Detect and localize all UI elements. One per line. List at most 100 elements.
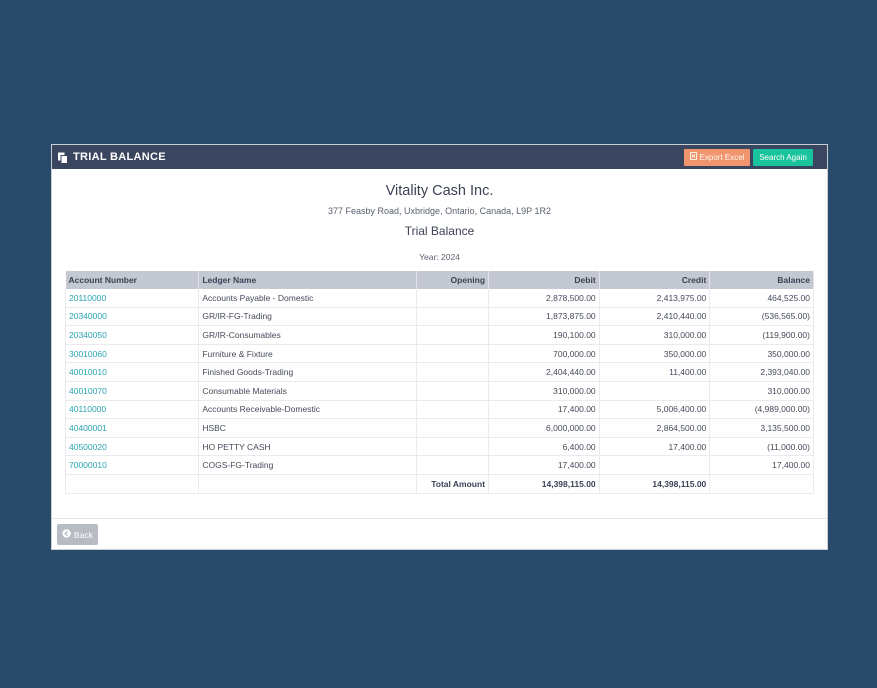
ledger-name-cell: HSBC xyxy=(198,418,418,438)
search-again-label: Search Again xyxy=(759,152,807,162)
arrow-circle-left-icon xyxy=(62,529,71,540)
table-header-row: Account Number Ledger Name Opening Debit… xyxy=(65,271,814,289)
balance-cell: 17,400.00 xyxy=(709,455,814,475)
document-copy-icon xyxy=(57,151,69,164)
account-number-cell: 20340050 xyxy=(64,325,200,345)
table-row: 40010070 Consumable Materials 310,000.00… xyxy=(64,381,814,401)
table-row: 40110000 Accounts Receivable-Domestic 17… xyxy=(64,400,814,420)
opening-cell xyxy=(416,325,490,345)
credit-cell: 310,000.00 xyxy=(599,325,711,345)
export-excel-label: Export Excel xyxy=(699,152,745,162)
debit-cell: 17,400.00 xyxy=(488,400,600,420)
account-link[interactable]: 40010010 xyxy=(69,367,107,378)
debit-cell: 1,873,875.00 xyxy=(488,307,600,327)
ledger-name-cell: COGS-FG-Trading xyxy=(198,455,418,475)
footer-divider xyxy=(52,518,827,519)
opening-cell xyxy=(416,437,490,457)
excel-file-icon xyxy=(689,152,697,162)
opening-cell xyxy=(416,362,490,382)
ledger-name-cell: GR/IR-FG-Trading xyxy=(198,307,418,327)
column-header-opening: Opening xyxy=(416,271,490,289)
account-number-cell: 30010060 xyxy=(64,344,200,364)
report-heading: Vitality Cash Inc. 377 Feasby Road, Uxbr… xyxy=(52,183,827,262)
opening-cell xyxy=(416,344,490,364)
credit-cell: 350,000.00 xyxy=(599,344,711,364)
balance-cell: (119,900.00) xyxy=(709,325,814,345)
total-credit: 14,398,115.00 xyxy=(599,474,711,494)
debit-cell: 190,100.00 xyxy=(488,325,600,345)
company-name: Vitality Cash Inc. xyxy=(385,183,494,199)
credit-cell: 11,400.00 xyxy=(599,362,711,382)
balance-cell: (4,989,000.00) xyxy=(709,400,814,420)
credit-cell xyxy=(599,455,711,475)
column-header-ledger-name: Ledger Name xyxy=(198,271,418,289)
report-year: Year: 2024 xyxy=(419,252,460,262)
account-number-cell: 20340000 xyxy=(64,307,200,327)
column-header-account-number: Account Number xyxy=(65,271,200,289)
account-link[interactable]: 70000010 xyxy=(69,460,107,471)
balance-cell: 2,393,040.00 xyxy=(709,362,814,382)
credit-cell: 2,410,440.00 xyxy=(599,307,711,327)
balance-cell: (536,565.00) xyxy=(709,307,814,327)
credit-cell xyxy=(599,381,711,401)
company-address: 377 Feasby Road, Uxbridge, Ontario, Cana… xyxy=(328,206,551,216)
total-label: Total Amount xyxy=(416,474,490,494)
account-link[interactable]: 20110000 xyxy=(69,292,107,303)
debit-cell: 310,000.00 xyxy=(488,381,600,401)
account-number-cell: 40110000 xyxy=(64,400,200,420)
account-link[interactable]: 40400001 xyxy=(69,422,107,433)
ledger-name-cell: GR/IR-Consumables xyxy=(198,325,418,345)
column-header-debit: Debit xyxy=(488,271,600,289)
search-again-button[interactable]: Search Again xyxy=(753,148,813,166)
account-number-cell: 40010070 xyxy=(64,381,200,401)
opening-cell xyxy=(416,289,490,308)
table-row: 70000010 COGS-FG-Trading 17,400.00 17,40… xyxy=(64,455,814,475)
report-title: Trial Balance xyxy=(404,224,475,238)
debit-cell: 700,000.00 xyxy=(488,344,600,364)
back-button[interactable]: Back xyxy=(57,524,98,545)
balance-cell: (11,000.00) xyxy=(709,437,814,457)
table-row: 40010010 Finished Goods-Trading 2,404,44… xyxy=(64,362,814,382)
balance-cell: 464,525.00 xyxy=(709,289,814,308)
balance-cell: 350,000.00 xyxy=(709,344,814,364)
opening-cell xyxy=(416,418,490,438)
opening-cell xyxy=(416,381,490,401)
account-link[interactable]: 20340000 xyxy=(69,311,107,322)
account-link[interactable]: 40110000 xyxy=(69,404,107,415)
export-excel-button[interactable]: Export Excel xyxy=(684,148,750,166)
credit-cell: 17,400.00 xyxy=(599,437,711,457)
ledger-name-cell: HO PETTY CASH xyxy=(198,437,418,457)
account-number-cell: 70000010 xyxy=(64,455,200,475)
credit-cell: 5,006,400.00 xyxy=(599,400,711,420)
ledger-name-cell: Consumable Materials xyxy=(198,381,418,401)
table-row: 20340050 GR/IR-Consumables 190,100.00 31… xyxy=(64,325,814,345)
opening-cell xyxy=(416,307,490,327)
total-balance xyxy=(709,474,814,494)
panel-header: TRIAL BALANCE Export Excel Search Again xyxy=(52,145,827,169)
credit-cell: 2,413,975.00 xyxy=(599,289,711,308)
ledger-name-cell: Accounts Payable - Domestic xyxy=(198,289,418,308)
credit-cell: 2,864,500.00 xyxy=(599,418,711,438)
back-button-label: Back xyxy=(74,529,93,540)
table-row: 40500020 HO PETTY CASH 6,400.00 17,400.0… xyxy=(64,437,814,457)
header-title-group: TRIAL BALANCE xyxy=(57,151,166,164)
table-row: 30010060 Furniture & Fixture 700,000.00 … xyxy=(64,344,814,364)
account-link[interactable]: 40010070 xyxy=(69,385,107,396)
ledger-name-cell: Finished Goods-Trading xyxy=(198,362,418,382)
opening-cell xyxy=(416,455,490,475)
total-row: Total Amount 14,398,115.00 14,398,115.00 xyxy=(64,474,814,494)
column-header-balance: Balance xyxy=(709,271,814,289)
debit-cell: 6,000,000.00 xyxy=(488,418,600,438)
opening-cell xyxy=(416,400,490,420)
account-link[interactable]: 40500020 xyxy=(69,441,107,452)
account-number-cell: 20110000 xyxy=(64,289,200,308)
debit-cell: 2,404,440.00 xyxy=(488,362,600,382)
trial-balance-table: Account Number Ledger Name Opening Debit… xyxy=(64,271,814,494)
balance-cell: 310,000.00 xyxy=(709,381,814,401)
account-number-cell: 40500020 xyxy=(64,437,200,457)
debit-cell: 17,400.00 xyxy=(488,455,600,475)
account-link[interactable]: 20340050 xyxy=(69,329,107,340)
table-row: 20110000 Accounts Payable - Domestic 2,8… xyxy=(64,289,814,308)
account-link[interactable]: 30010060 xyxy=(69,348,107,359)
total-empty-cell xyxy=(198,474,418,494)
